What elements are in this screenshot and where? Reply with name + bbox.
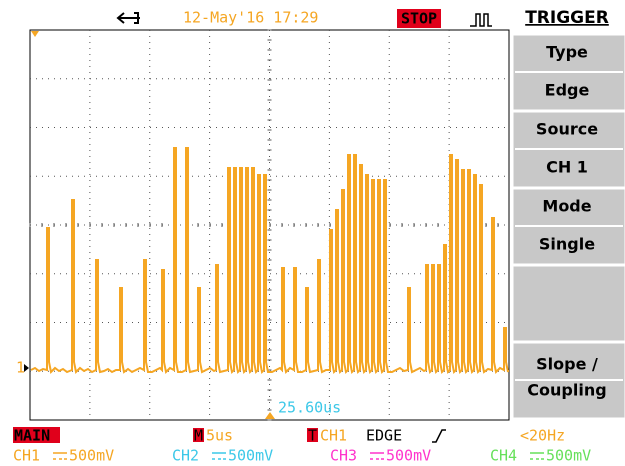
waveform-trace: [30, 147, 509, 375]
channel-scale: 500mV: [546, 447, 591, 465]
menu-value: CH 1: [546, 158, 588, 177]
coupling-icon: [370, 452, 384, 460]
status: STOP: [401, 10, 437, 28]
cursor-marker: [265, 412, 275, 419]
timebase-tag: M: [194, 427, 203, 445]
channel-scale: 500mV: [228, 447, 273, 465]
trigger-tag: T: [308, 427, 317, 445]
channel-name: CH1: [13, 447, 40, 465]
side-menu: Type Edge Source CH 1 Mode Single Slope / Coupl…: [512, 34, 625, 419]
menu-label: Slope /: [536, 355, 598, 374]
trigger-type: EDGE: [366, 427, 402, 445]
menu-button[interactable]: [512, 265, 625, 342]
top-bar: 12-May'16 17:29 STOP TRIGGER: [116, 8, 609, 28]
status-box: [397, 9, 441, 28]
coupling-icon: [212, 452, 226, 460]
channel-arrow: [24, 364, 29, 372]
trigger-pos-marker: [31, 31, 39, 37]
menu-label: Type: [546, 43, 588, 62]
channel-scale: 500mV: [69, 447, 114, 465]
cursor-time: 25.60us: [278, 399, 341, 417]
timebase-tag-box: [193, 428, 204, 442]
pulse-icon: [470, 13, 492, 27]
trigger-source: CH1: [320, 427, 347, 445]
waveform: [30, 147, 509, 375]
slope-icon: [432, 429, 446, 443]
timebase: 5us: [206, 427, 233, 445]
menu-label: Mode: [542, 197, 591, 216]
datetime: 12-May'16 17:29: [183, 9, 318, 27]
channel-name: CH3: [330, 447, 357, 465]
mode: MAIN: [14, 427, 50, 445]
menu-value: Edge: [545, 81, 590, 100]
frequency: <20Hz: [520, 427, 565, 445]
trigger-tag-box: [307, 428, 318, 442]
status-row: MAIN M 5us T CH1 EDGE <20Hz: [13, 427, 565, 445]
coupling-icon: [530, 452, 544, 460]
menu-label: Source: [536, 120, 598, 139]
channel-row: CH1 500mV CH2 500mV CH3 500mV CH4 500mV: [13, 447, 591, 465]
menu-value: Coupling: [527, 381, 606, 400]
menu-title: TRIGGER: [525, 8, 609, 28]
channel-marker: 1: [16, 359, 25, 377]
usb-icon: [116, 12, 140, 24]
channel-scale: 500mV: [386, 447, 431, 465]
mode-box: [13, 427, 60, 443]
channel-name: CH4: [490, 447, 517, 465]
channel-name: CH2: [172, 447, 199, 465]
coupling-icon: [53, 452, 67, 460]
menu-value: Single: [539, 235, 595, 254]
